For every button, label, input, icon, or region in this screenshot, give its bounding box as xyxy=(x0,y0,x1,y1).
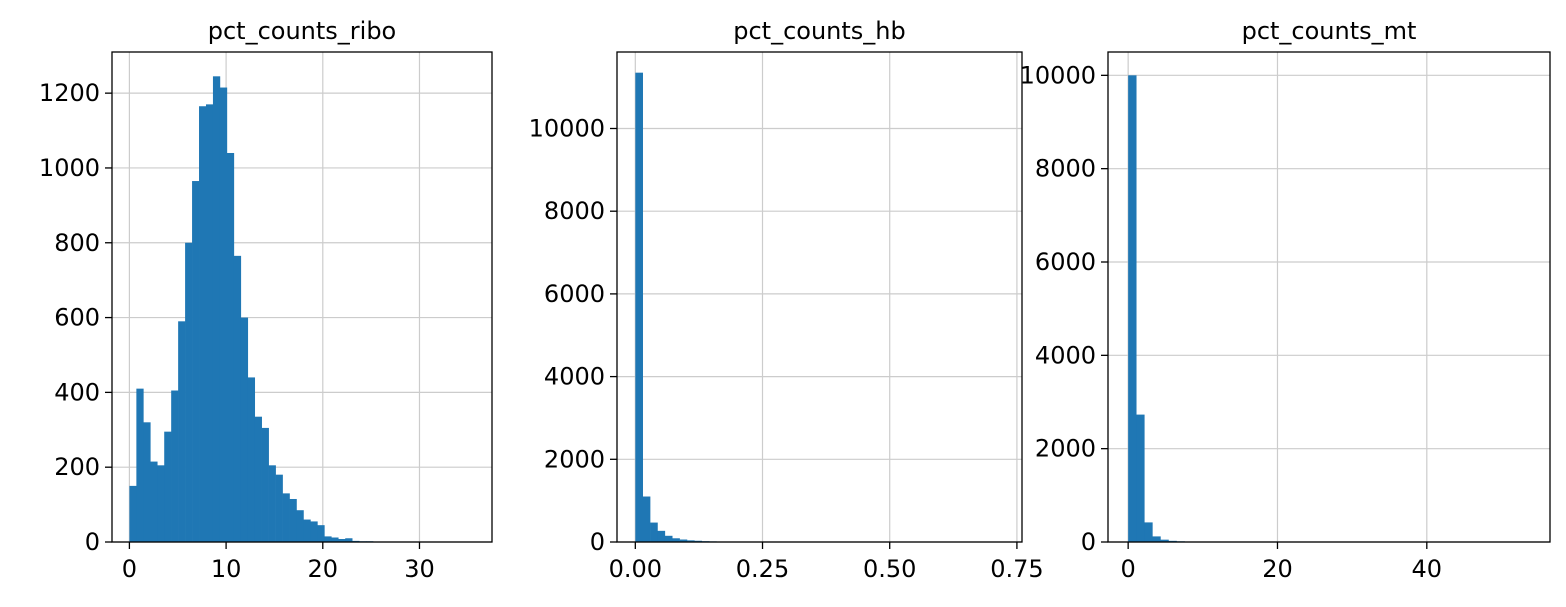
subplot-title: pct_counts_mt xyxy=(1242,17,1417,45)
histogram-bar xyxy=(185,243,192,542)
y-tick-label: 2000 xyxy=(544,445,605,473)
histogram-bar xyxy=(143,422,150,542)
y-tick-label: 6000 xyxy=(1035,248,1096,276)
y-tick-label: 400 xyxy=(54,378,100,406)
histogram-bar xyxy=(213,76,220,542)
y-tick-label: 2000 xyxy=(1035,435,1096,463)
subplot-3: 0 20 40 0 2000 4000 6000 8000 10000 pct_counts_mt xyxy=(1020,17,1550,583)
histogram-bar xyxy=(199,106,206,542)
y-tick-label: 10000 xyxy=(529,114,605,142)
histogram-bar xyxy=(234,256,241,542)
axes-frame xyxy=(1108,52,1550,542)
histogram-bar xyxy=(178,321,185,542)
x-tick-label: 0.75 xyxy=(990,555,1043,583)
x-tick-label: 20 xyxy=(308,555,339,583)
x-tick-label: 0.50 xyxy=(863,555,916,583)
histogram-bar xyxy=(255,417,262,542)
histogram-bar xyxy=(227,153,234,542)
histogram-bar xyxy=(171,391,178,542)
x-tick-label: 30 xyxy=(404,555,435,583)
histogram-bar xyxy=(303,520,310,542)
subplot-title: pct_counts_hb xyxy=(733,17,906,45)
axes-frame xyxy=(617,52,1022,542)
histogram-bar xyxy=(136,389,143,542)
y-tick-label: 1000 xyxy=(39,154,100,182)
histogram-bar xyxy=(317,525,324,542)
histogram-bar xyxy=(324,536,331,542)
y-tick-label: 8000 xyxy=(1035,155,1096,183)
histogram-bar xyxy=(657,531,665,542)
subplot-1: 0 10 20 30 0 200 400 600 800 1000 1200 pct_counts_r… xyxy=(39,17,492,583)
x-tick-label: 0.00 xyxy=(609,555,662,583)
x-tick-label: 40 xyxy=(1412,555,1443,583)
y-tick-label: 8000 xyxy=(544,197,605,225)
histogram-bar xyxy=(1144,522,1152,542)
histogram-bar xyxy=(331,538,338,542)
histogram-bar xyxy=(283,493,290,542)
y-tick-label: 6000 xyxy=(544,280,605,308)
histogram-bar xyxy=(262,428,269,542)
histogram-bar xyxy=(1128,75,1136,542)
histogram-bar xyxy=(206,104,213,542)
y-tick-label: 4000 xyxy=(544,363,605,391)
histogram-bar xyxy=(1152,536,1160,542)
histogram-bar xyxy=(635,73,643,542)
y-tick-label: 0 xyxy=(85,528,100,556)
histogram-bar xyxy=(129,486,136,542)
histogram-bar xyxy=(290,499,297,542)
y-tick-label: 0 xyxy=(590,528,605,556)
histogram-bar xyxy=(220,88,227,542)
x-tick-label: 0 xyxy=(1121,555,1136,583)
histogram-bar xyxy=(650,523,658,542)
y-tick-label: 600 xyxy=(54,304,100,332)
x-tick-label: 20 xyxy=(1262,555,1293,583)
y-tick-label: 1200 xyxy=(39,79,100,107)
histogram-bar xyxy=(241,318,248,542)
y-tick-label: 10000 xyxy=(1020,61,1096,89)
histogram-bar xyxy=(269,465,276,542)
histogram-bar xyxy=(310,521,317,542)
histogram-bar xyxy=(1136,415,1144,542)
histogram-bar xyxy=(296,510,303,542)
histogram-bar xyxy=(665,536,673,542)
histogram-bar xyxy=(276,475,283,542)
y-tick-label: 4000 xyxy=(1035,341,1096,369)
histogram-bar xyxy=(192,181,199,542)
histogram-bar xyxy=(164,432,171,542)
y-tick-label: 0 xyxy=(1081,528,1096,556)
x-tick-label: 0.25 xyxy=(736,555,789,583)
x-tick-label: 10 xyxy=(211,555,242,583)
y-tick-label: 800 xyxy=(54,229,100,257)
subplot-2: 0.00 0.25 0.50 0.75 0 2000 4000 6000 8000 10000 pc… xyxy=(529,17,1044,583)
histogram-bar xyxy=(643,497,651,542)
subplot-title: pct_counts_ribo xyxy=(208,17,397,45)
histogram-bar xyxy=(150,462,157,542)
histogram-bar xyxy=(157,465,164,542)
y-tick-label: 200 xyxy=(54,453,100,481)
histogram-bar xyxy=(248,377,255,542)
x-tick-label: 0 xyxy=(122,555,137,583)
